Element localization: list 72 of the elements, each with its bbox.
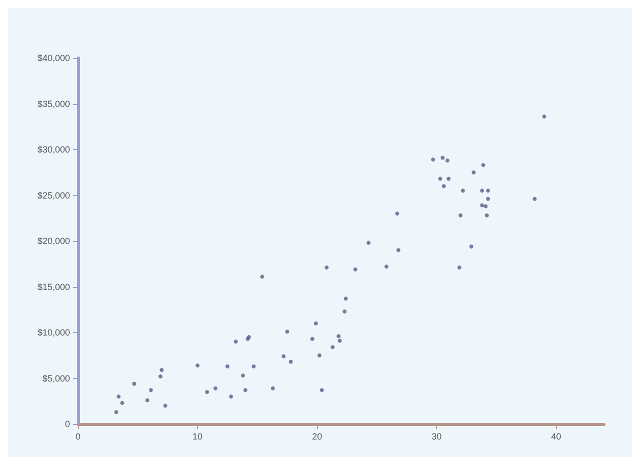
y-tick-label: 0 bbox=[64, 419, 70, 429]
point bbox=[196, 363, 200, 368]
point bbox=[243, 388, 248, 392]
point bbox=[282, 354, 286, 358]
point bbox=[160, 368, 164, 372]
y-tick-label: $35,000 bbox=[37, 98, 70, 109]
point bbox=[480, 203, 484, 208]
point bbox=[395, 212, 400, 216]
point bbox=[324, 266, 329, 270]
point bbox=[229, 394, 234, 399]
x-tick-label: 30 bbox=[432, 432, 442, 442]
point bbox=[338, 338, 342, 343]
point bbox=[460, 188, 465, 193]
y-tick-label: $30,000 bbox=[37, 144, 70, 154]
point bbox=[469, 244, 474, 248]
point bbox=[484, 213, 489, 218]
point bbox=[480, 188, 484, 193]
point bbox=[285, 330, 290, 334]
point bbox=[120, 400, 124, 405]
point bbox=[330, 345, 335, 350]
y-tick-label: $15,000 bbox=[37, 282, 70, 292]
x-tick-label: 10 bbox=[192, 432, 203, 442]
point bbox=[438, 176, 442, 181]
point bbox=[472, 170, 476, 174]
point bbox=[442, 184, 446, 188]
x-tick-label: 40 bbox=[551, 432, 562, 442]
point bbox=[486, 188, 490, 193]
point bbox=[225, 364, 230, 368]
point bbox=[344, 296, 348, 301]
point bbox=[458, 213, 463, 218]
point bbox=[213, 386, 218, 390]
point bbox=[163, 404, 168, 408]
point bbox=[132, 382, 136, 386]
point bbox=[342, 309, 347, 314]
point bbox=[317, 353, 322, 358]
point bbox=[457, 266, 462, 270]
point bbox=[396, 248, 400, 252]
point bbox=[532, 196, 537, 201]
point bbox=[240, 374, 245, 378]
y-tick-label: $25,000 bbox=[37, 190, 70, 200]
point bbox=[431, 158, 436, 162]
x-tick-label: 0 bbox=[75, 432, 81, 442]
point bbox=[320, 388, 324, 392]
point bbox=[314, 321, 318, 326]
point bbox=[486, 196, 490, 201]
point bbox=[336, 334, 341, 338]
point bbox=[440, 156, 445, 160]
y-tick-label: $20,000 bbox=[37, 236, 70, 246]
point bbox=[446, 176, 451, 181]
point bbox=[310, 336, 314, 341]
x-tick-label: 20 bbox=[312, 432, 322, 442]
point bbox=[288, 360, 293, 364]
y-tick-label: $5,000 bbox=[42, 373, 70, 384]
point bbox=[145, 398, 150, 402]
point bbox=[542, 114, 546, 119]
y-tick-label: $40,000 bbox=[37, 53, 70, 63]
point bbox=[270, 386, 275, 390]
point bbox=[114, 410, 118, 414]
y-tick-label: $10,000 bbox=[37, 328, 70, 338]
point bbox=[148, 388, 153, 392]
point bbox=[445, 158, 450, 162]
point bbox=[353, 267, 358, 272]
point bbox=[234, 340, 238, 344]
point bbox=[384, 264, 388, 269]
point bbox=[481, 163, 486, 168]
point bbox=[116, 394, 121, 399]
point bbox=[252, 364, 256, 368]
point bbox=[260, 274, 264, 279]
point bbox=[484, 204, 488, 208]
point bbox=[158, 374, 162, 378]
point bbox=[366, 240, 370, 245]
point bbox=[205, 390, 210, 394]
